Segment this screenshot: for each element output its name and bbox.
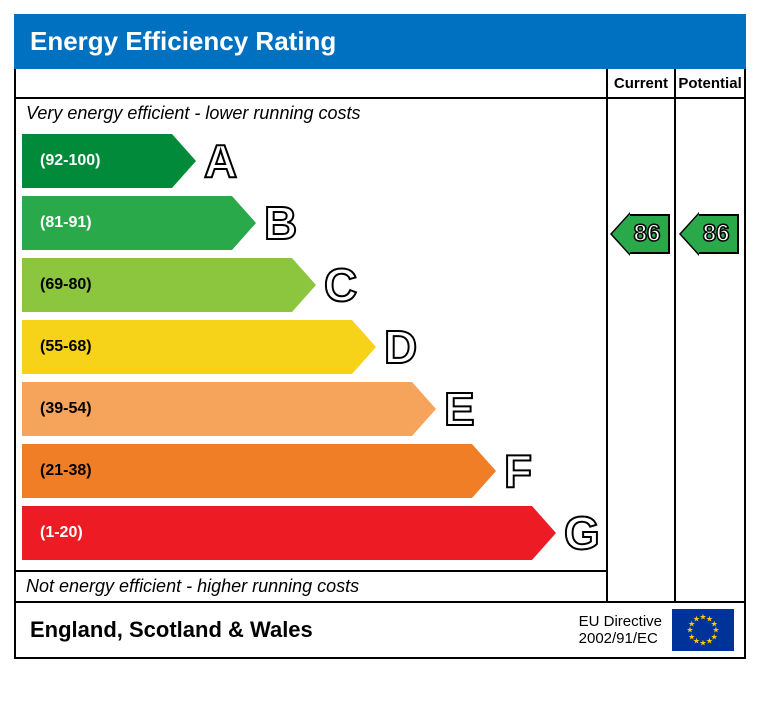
band-body: (1-20) [22, 506, 532, 560]
chart-body-row: Very energy efficient - lower running co… [16, 69, 744, 601]
eu-star: ★ [693, 614, 700, 623]
band-letter: B [264, 200, 297, 246]
pointer-value: 86 [630, 214, 671, 254]
rating-band-d: (55-68) D [22, 320, 600, 374]
band-body: (69-80) [22, 258, 292, 312]
band-letter: G [564, 510, 600, 556]
band-range-label: (55-68) [40, 338, 92, 356]
current-column-body: 86 [608, 99, 674, 601]
band-body: (39-54) [22, 382, 412, 436]
pointer-value: 86 [699, 214, 740, 254]
pointer-tip [681, 214, 699, 254]
band-arrow-tip [232, 196, 256, 250]
subtitle-top: Very energy efficient - lower running co… [16, 99, 606, 126]
potential-column-body: 86 [676, 99, 744, 601]
rating-band-b: (81-91) B [22, 196, 600, 250]
rating-band-e: (39-54) E [22, 382, 600, 436]
current-column: Current 86 [608, 69, 676, 601]
eu-star: ★ [699, 639, 706, 648]
footer-row: England, Scotland & Wales EU Directive 2… [16, 601, 744, 657]
band-body: (21-38) [22, 444, 472, 498]
chart-title: Energy Efficiency Rating [30, 26, 336, 56]
band-letter: C [324, 262, 357, 308]
band-letter: D [384, 324, 417, 370]
footer-directive: EU Directive 2002/91/EC [579, 613, 662, 648]
band-body: (81-91) [22, 196, 232, 250]
title-bar: Energy Efficiency Rating [14, 14, 746, 69]
band-arrow-tip [172, 134, 196, 188]
band-body: (55-68) [22, 320, 352, 374]
band-arrow-tip [472, 444, 496, 498]
pointer-tip [612, 214, 630, 254]
bands-container: (92-100) A (81-91) B (69-80) C (55-68) D (39-54)… [16, 134, 606, 570]
band-arrow-tip [352, 320, 376, 374]
current-header: Current [608, 69, 674, 99]
footer-right: EU Directive 2002/91/EC ★★★★★★★★★★★★ [569, 603, 744, 657]
band-range-label: (1-20) [40, 524, 83, 542]
subtitle-bottom: Not energy efficient - higher running co… [16, 570, 606, 601]
directive-line2: 2002/91/EC [579, 630, 658, 647]
potential-column: Potential 86 [676, 69, 744, 601]
footer-region: England, Scotland & Wales [16, 607, 569, 653]
chart-frame: Very energy efficient - lower running co… [14, 69, 746, 659]
potential-header: Potential [676, 69, 744, 99]
eu-star: ★ [706, 637, 713, 646]
band-letter: E [444, 386, 475, 432]
band-range-label: (21-38) [40, 462, 92, 480]
rating-band-f: (21-38) F [22, 444, 600, 498]
bands-area: Very energy efficient - lower running co… [16, 69, 608, 601]
rating-band-c: (69-80) C [22, 258, 600, 312]
blank-header-cell [16, 69, 606, 99]
band-letter: A [204, 138, 237, 184]
band-arrow-tip [532, 506, 556, 560]
band-arrow-tip [292, 258, 316, 312]
rating-band-g: (1-20) G [22, 506, 600, 560]
rating-pointer-potential: 86 [676, 214, 744, 254]
band-range-label: (69-80) [40, 276, 92, 294]
band-range-label: (92-100) [40, 152, 100, 170]
band-range-label: (39-54) [40, 400, 92, 418]
directive-line1: EU Directive [579, 613, 662, 630]
band-letter: F [504, 448, 532, 494]
rating-band-a: (92-100) A [22, 134, 600, 188]
rating-pointer-current: 86 [608, 214, 674, 254]
band-arrow-tip [412, 382, 436, 436]
eu-flag-icon: ★★★★★★★★★★★★ [672, 609, 734, 651]
band-range-label: (81-91) [40, 214, 92, 232]
band-body: (92-100) [22, 134, 172, 188]
